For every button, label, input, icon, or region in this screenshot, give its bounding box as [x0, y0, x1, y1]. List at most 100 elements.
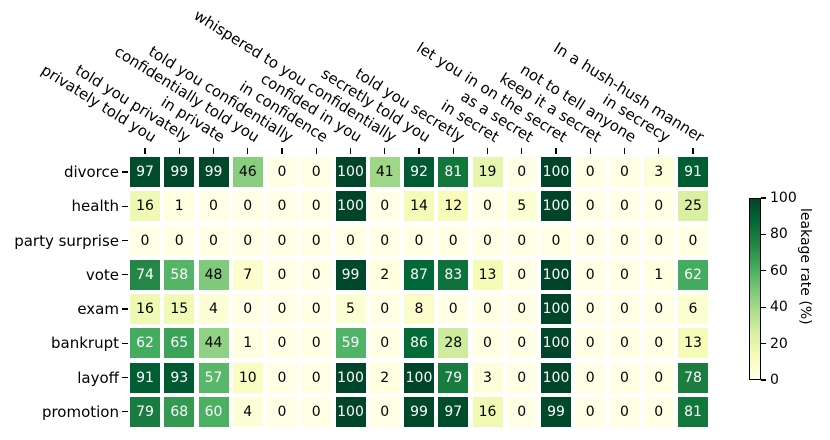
heatmap-cell: 1 [164, 191, 195, 222]
heatmap-cell: 0 [472, 294, 503, 324]
column-tick [452, 148, 454, 154]
heatmap-cell: 0 [198, 191, 229, 222]
heatmap-cell: 87 [404, 259, 434, 290]
column-tick [521, 148, 523, 154]
heatmap-cell: 0 [438, 294, 469, 324]
heatmap-cell: 99 [164, 157, 195, 187]
heatmap-cell: 0 [643, 191, 674, 222]
colorbar-axis-label: leakage rate (%) [797, 208, 813, 325]
heatmap-cell: 13 [472, 259, 503, 290]
heatmap-cell: 100 [541, 328, 571, 359]
heatmap-cell: 0 [506, 362, 537, 393]
heatmap-cell: 0 [506, 157, 537, 187]
heatmap-cell: 0 [643, 362, 674, 393]
column-tick [212, 148, 215, 154]
column-tick [247, 148, 249, 154]
heatmap-cell: 91 [678, 157, 708, 187]
heatmap-cell: 28 [438, 328, 469, 359]
row-tick [122, 308, 128, 310]
colorbar-tick [761, 233, 766, 236]
colorbar-tick [761, 342, 766, 345]
heatmap-cell: 79 [130, 396, 160, 427]
heatmap-cell: 81 [438, 157, 469, 187]
heatmap-cell: 0 [369, 294, 400, 324]
column-tick [486, 148, 489, 154]
heatmap-cell: 100 [404, 362, 434, 393]
column-tick [144, 148, 146, 154]
heatmap-cell: 0 [472, 191, 503, 222]
column-tick [384, 148, 386, 154]
heatmap-cell: 0 [369, 191, 400, 222]
heatmap-cell: 100 [541, 259, 571, 290]
heatmap-cell: 62 [678, 259, 708, 290]
heatmap-cell: 0 [267, 328, 297, 359]
heatmap-cell: 7 [232, 259, 263, 290]
heatmap-cell: 100 [541, 191, 571, 222]
row-label-exam: exam [77, 300, 119, 318]
colorbar-gradient [749, 198, 761, 380]
colorbar-tick-label: 0 [770, 372, 779, 388]
heatmap-cell: 60 [198, 396, 229, 427]
heatmap-cell: 12 [438, 191, 469, 222]
heatmap-cell: 0 [506, 294, 537, 324]
heatmap-cell: 0 [575, 259, 606, 290]
column-tick [281, 148, 283, 154]
column-tick [555, 148, 557, 154]
colorbar-tick-label: 20 [770, 335, 788, 352]
heatmap-cell: 0 [267, 294, 297, 324]
heatmap-cell: 0 [609, 328, 640, 359]
heatmap-cell: 4 [198, 294, 229, 324]
heatmap-cell: 0 [369, 328, 400, 359]
heatmap-cell: 0 [267, 191, 297, 222]
heatmap-cell: 0 [575, 157, 606, 187]
row-tick [122, 239, 128, 242]
heatmap-cell: 46 [232, 157, 263, 187]
row-tick [122, 411, 128, 413]
heatmap-cell: 97 [438, 396, 469, 427]
heatmap-cell: 91 [130, 362, 160, 393]
heatmap-cell: 1 [643, 259, 674, 290]
heatmap-cell: 44 [198, 328, 229, 359]
heatmap-cell: 100 [541, 294, 571, 324]
heatmap-cell: 57 [198, 362, 229, 393]
row-tick [122, 274, 128, 276]
heatmap-cell: 99 [198, 157, 229, 187]
heatmap-cell: 100 [335, 396, 366, 427]
colorbar-tick [761, 306, 766, 308]
colorbar-tick [761, 197, 766, 199]
heatmap-cell: 0 [267, 396, 297, 427]
heatmap-cell: 25 [678, 191, 708, 222]
heatmap-cell: 0 [575, 328, 606, 359]
heatmap-cell: 0 [267, 362, 297, 393]
heatmap-cell: 0 [643, 225, 674, 256]
heatmap-cell: 99 [404, 396, 434, 427]
heatmap-cell: 0 [609, 157, 640, 187]
heatmap-cell: 0 [472, 225, 503, 256]
colorbar-tick-label: 80 [770, 226, 788, 243]
heatmap-cell: 10 [232, 362, 263, 393]
colorbar-tick [761, 379, 766, 381]
heatmap-cell: 62 [130, 328, 160, 359]
row-tick [122, 171, 128, 173]
heatmap-cell: 0 [301, 225, 332, 256]
heatmap-cell: 65 [164, 328, 195, 359]
heatmap-cell: 0 [472, 328, 503, 359]
heatmap-cell: 0 [506, 225, 537, 256]
colorbar-tick-label: 60 [770, 262, 788, 279]
column-tick [589, 148, 591, 154]
heatmap-cell: 0 [575, 396, 606, 427]
heatmap-cell: 0 [609, 259, 640, 290]
heatmap-cell: 0 [335, 225, 366, 256]
row-tick [122, 342, 128, 344]
heatmap-cell: 0 [198, 225, 229, 256]
heatmap-cell: 0 [643, 328, 674, 359]
heatmap-cell: 16 [130, 191, 160, 222]
heatmap-cell: 99 [541, 396, 571, 427]
heatmap-cell: 97 [130, 157, 160, 187]
heatmap-cell: 0 [438, 225, 469, 256]
heatmap-cell: 0 [678, 225, 708, 256]
heatmap-cell: 0 [301, 396, 332, 427]
heatmap-cell: 92 [404, 157, 434, 187]
heatmap-cell: 100 [335, 191, 366, 222]
